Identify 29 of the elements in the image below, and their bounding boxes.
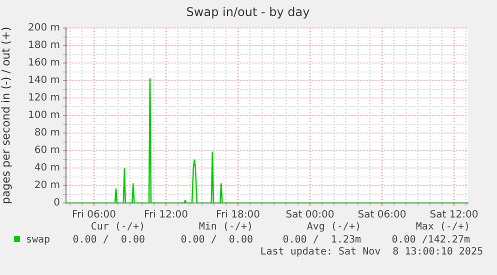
y-tick-label: 60 m [34,145,60,156]
text: Last update: Sat Nov 8 13:00:10 2025 [260,246,483,258]
legend-label: swap [26,234,50,246]
y-tick-label: 120 m [28,92,60,104]
text: Avg (-/+) [306,222,361,233]
x-tick-label: Fri 12:00 [144,210,188,221]
text: Max (-/+) [416,222,470,233]
x-tick-label: Fri 06:00 [72,210,116,221]
y-tick-label: 180 m [28,40,60,52]
y-tick-label: 160 m [28,58,60,69]
y-tick-label: 20 m [34,180,60,192]
x-tick-label: Sat 06:00 [358,210,406,221]
text: Min (-/+) [198,222,253,233]
x-tick-label: Fri 18:00 [216,210,260,221]
y-tick-label: 100 m [28,110,60,122]
y-tick-label: 140 m [28,75,60,86]
y-tick-label: 0 [54,198,60,209]
text: 0.00 / 0.00 [72,234,145,246]
chart-title: Swap in/out - by day [186,5,310,20]
y-tick-label: 200 m [28,22,60,34]
y-tick-label: 40 m [34,162,60,174]
text: 0.00 / 0.00 [180,234,253,246]
y-tick-label: 80 m [34,128,60,139]
x-tick-label: Sat 00:00 [286,210,334,221]
text: Cur (-/+) [90,222,145,233]
text: 0.00 /142.27m [392,234,470,246]
x-tick-label: Sat 12:00 [430,210,478,221]
text: 0.00 / 1.23m [282,234,361,246]
y-axis-title: pages per second in (-) / out (+) [0,26,12,204]
